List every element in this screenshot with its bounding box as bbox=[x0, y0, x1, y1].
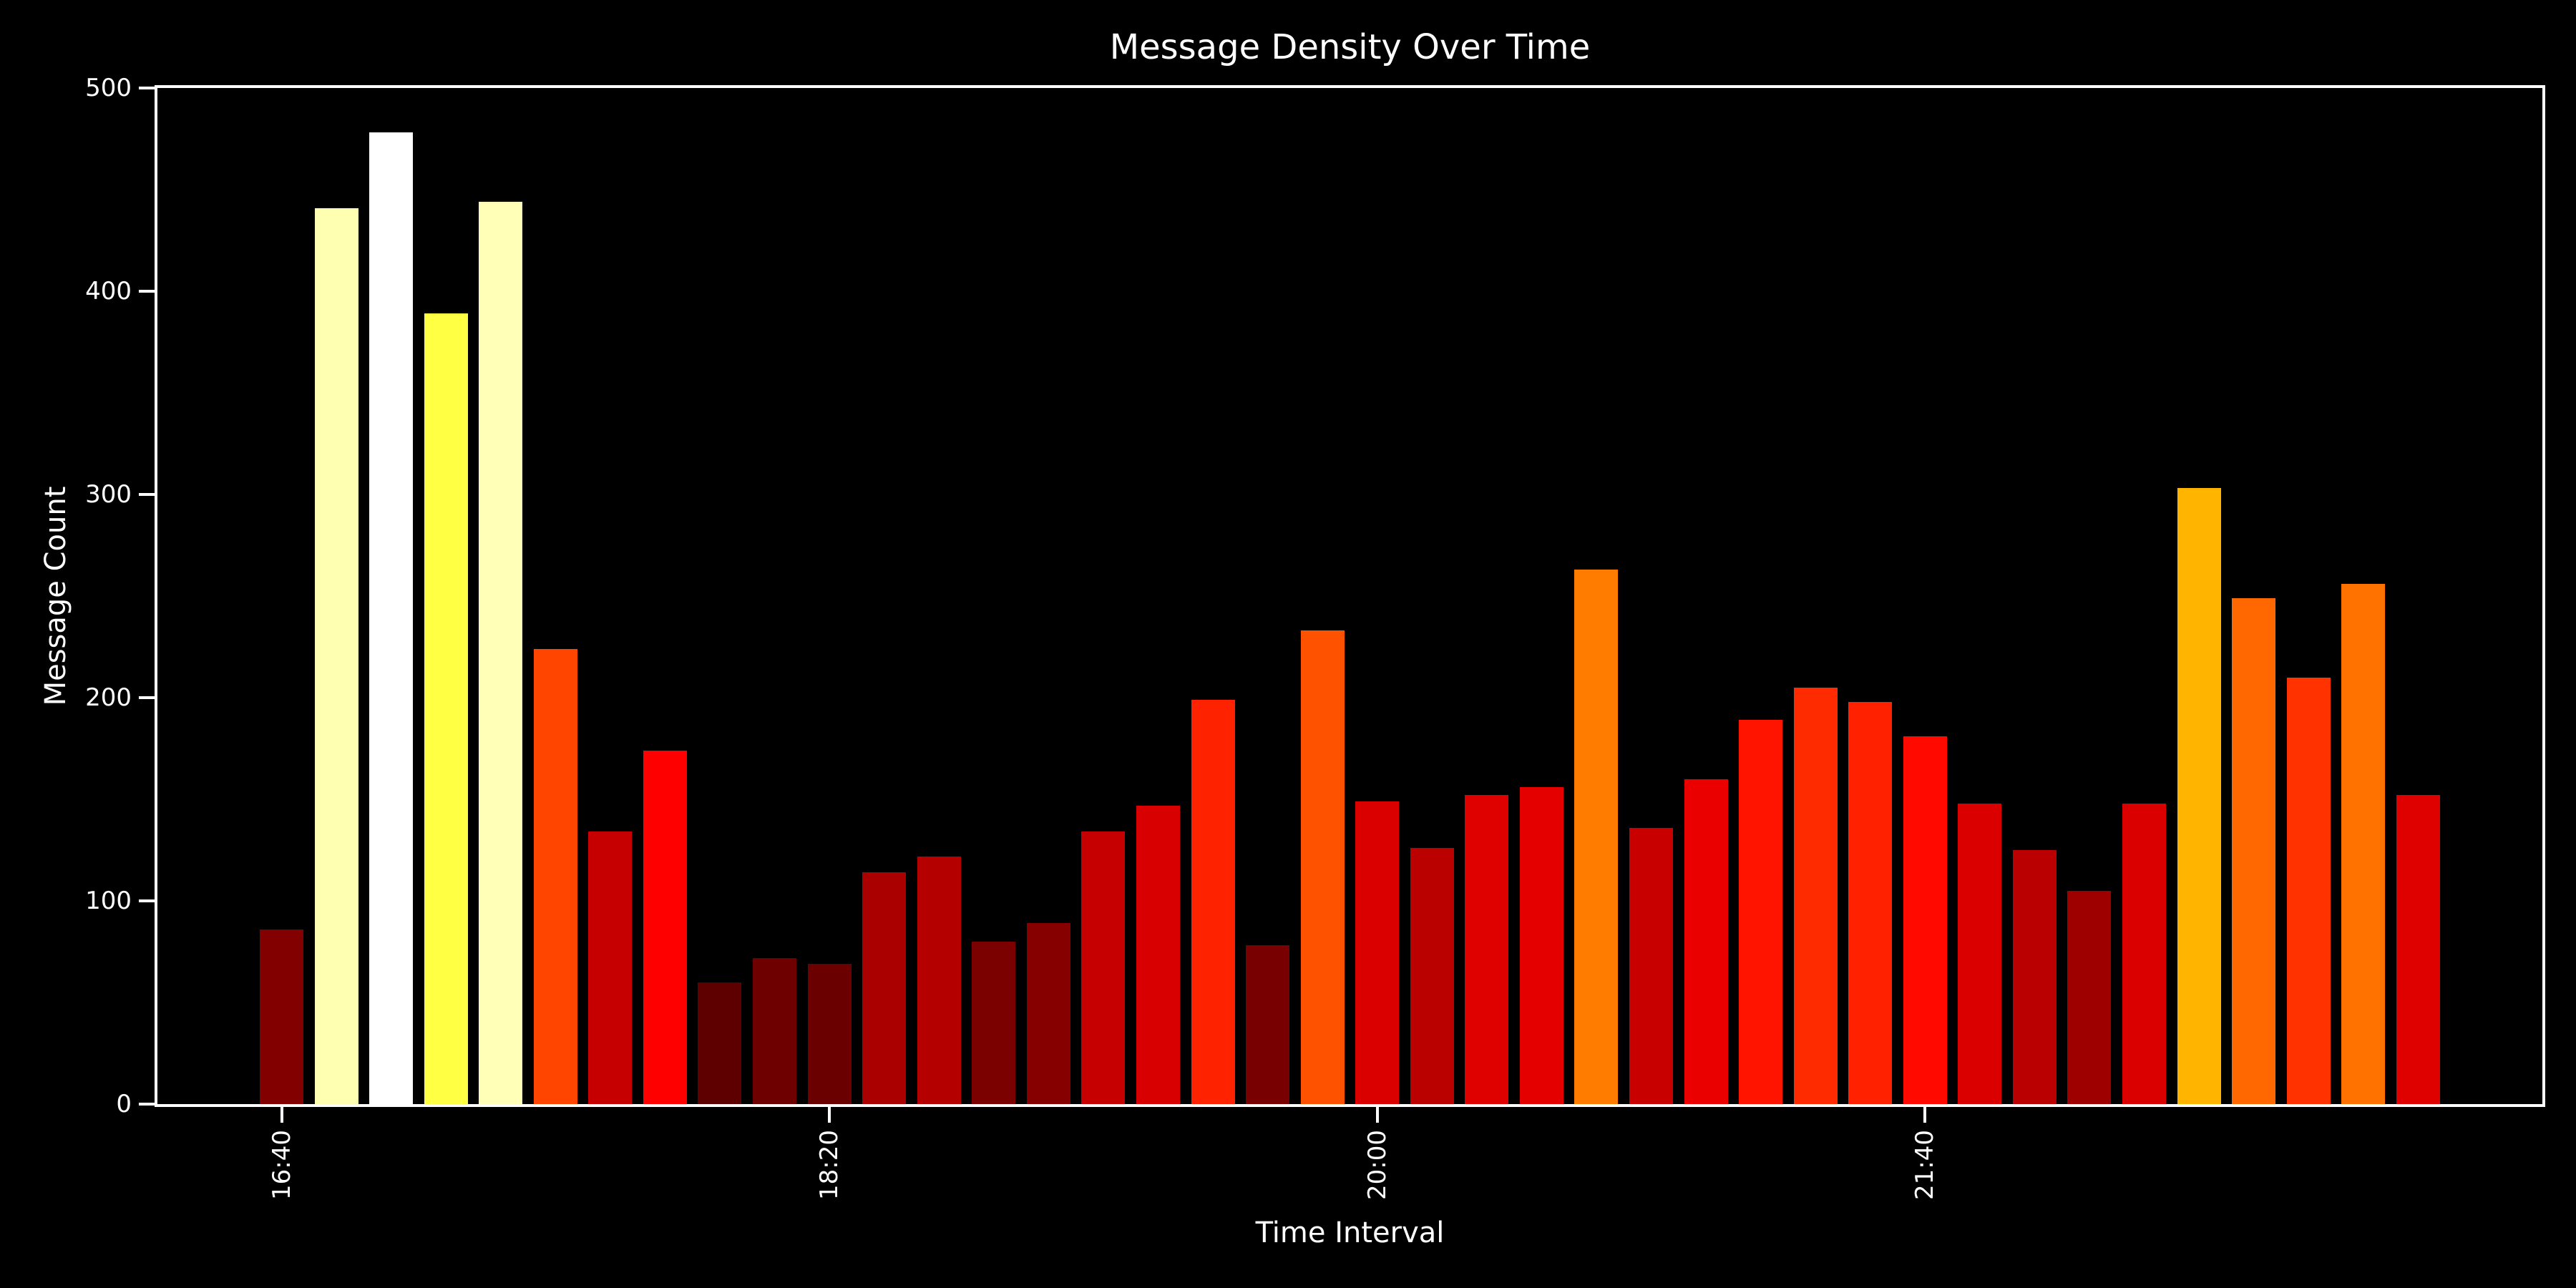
x-tick-mark bbox=[828, 1107, 831, 1123]
bar bbox=[1081, 831, 1126, 1104]
bar bbox=[917, 857, 961, 1104]
y-tick-label: 200 bbox=[85, 683, 132, 712]
bar bbox=[2177, 488, 2221, 1104]
chart-title: Message Density Over Time bbox=[1109, 27, 1591, 67]
bar bbox=[1355, 801, 1400, 1104]
bar bbox=[1026, 923, 1070, 1104]
y-tick-label: 0 bbox=[116, 1090, 132, 1118]
y-tick-mark bbox=[139, 290, 155, 293]
bar bbox=[533, 649, 577, 1104]
plot-area bbox=[155, 85, 2545, 1107]
y-tick-label: 500 bbox=[85, 74, 132, 102]
bar bbox=[588, 831, 633, 1104]
y-tick-mark bbox=[139, 87, 155, 89]
y-tick-mark bbox=[139, 1103, 155, 1106]
x-tick-mark bbox=[280, 1107, 283, 1123]
x-axis-label: Time Interval bbox=[1255, 1216, 1445, 1249]
x-tick-label: 16:40 bbox=[267, 1130, 296, 1200]
bar bbox=[1465, 795, 1509, 1104]
bar bbox=[972, 942, 1016, 1104]
bar bbox=[1300, 630, 1345, 1104]
bar bbox=[2012, 850, 2057, 1104]
bar bbox=[698, 982, 742, 1104]
x-tick-mark bbox=[1375, 1107, 1379, 1123]
bar bbox=[1519, 787, 1563, 1104]
bar bbox=[2396, 795, 2440, 1104]
bar bbox=[1191, 700, 1235, 1104]
x-tick-mark bbox=[1923, 1107, 1927, 1123]
x-tick-label: 20:00 bbox=[1362, 1130, 1392, 1200]
x-tick-label: 21:40 bbox=[1911, 1130, 1940, 1200]
bar bbox=[260, 930, 303, 1104]
y-tick-label: 300 bbox=[85, 480, 132, 509]
bar bbox=[1739, 720, 1783, 1104]
bar bbox=[1246, 945, 1290, 1104]
bar bbox=[2122, 804, 2167, 1104]
y-tick-label: 100 bbox=[85, 887, 132, 915]
bar bbox=[2067, 891, 2112, 1104]
bar bbox=[424, 313, 468, 1104]
bar bbox=[1793, 688, 1838, 1104]
bar bbox=[2341, 584, 2386, 1104]
bar bbox=[1848, 702, 1893, 1104]
y-tick-mark bbox=[139, 696, 155, 699]
bar bbox=[314, 208, 358, 1104]
bar bbox=[479, 202, 523, 1104]
bar bbox=[862, 872, 907, 1104]
y-tick-mark bbox=[139, 899, 155, 902]
bar bbox=[1410, 848, 1454, 1104]
bar bbox=[1958, 804, 2002, 1104]
bar bbox=[2232, 598, 2276, 1104]
bar bbox=[369, 132, 414, 1104]
bar bbox=[1574, 570, 1619, 1104]
bar bbox=[643, 751, 687, 1104]
x-tick-label: 18:20 bbox=[815, 1130, 844, 1200]
y-tick-mark bbox=[139, 493, 155, 496]
bar bbox=[753, 958, 797, 1104]
bar bbox=[1903, 736, 1947, 1104]
y-tick-label: 400 bbox=[85, 277, 132, 306]
bar bbox=[807, 964, 852, 1104]
bar bbox=[2286, 678, 2331, 1104]
bar bbox=[1629, 828, 1673, 1104]
bar bbox=[1684, 779, 1728, 1104]
y-axis-label: Message Count bbox=[39, 486, 72, 706]
bar bbox=[1136, 806, 1180, 1104]
